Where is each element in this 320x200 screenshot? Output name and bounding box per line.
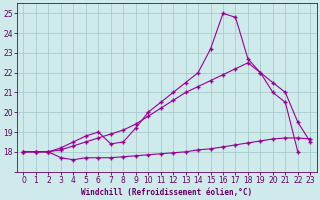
X-axis label: Windchill (Refroidissement éolien,°C): Windchill (Refroidissement éolien,°C) [81,188,252,197]
